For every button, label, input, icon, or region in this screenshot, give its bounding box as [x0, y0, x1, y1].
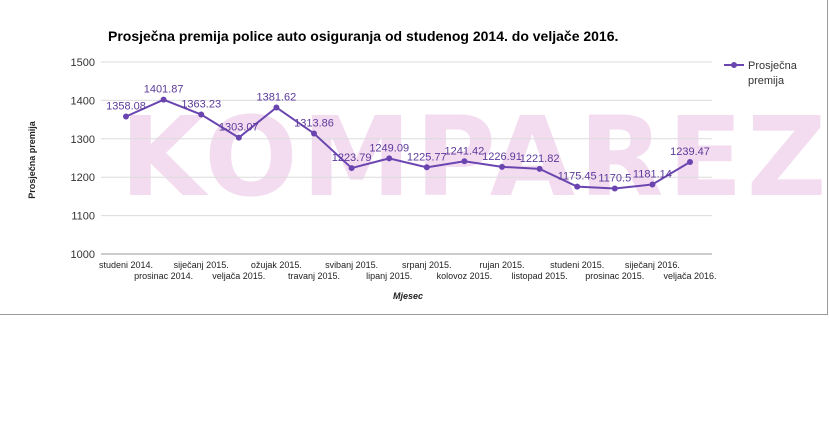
y-tick-label: 1000 [71, 249, 95, 261]
data-label: 1226.91 [482, 151, 522, 163]
data-point [423, 164, 430, 171]
data-point [574, 183, 581, 190]
legend-label-line1: Prosječna [748, 60, 798, 72]
data-point [198, 111, 205, 118]
x-tick-labels: studeni 2014.prosinac 2014.siječanj 2015… [99, 260, 717, 281]
x-tick-label: prosinac 2014. [134, 271, 193, 281]
x-tick-label: studeni 2014. [99, 260, 153, 270]
y-tick-labels: 1000 1100 1200 1300 1400 1500 [71, 57, 95, 261]
grid [101, 61, 712, 255]
data-point [160, 96, 167, 103]
data-label: 1358.08 [106, 100, 146, 112]
x-tick-label: rujan 2015. [479, 260, 524, 270]
chart-frame [0, 0, 828, 315]
data-label: 1181.14 [633, 168, 672, 180]
data-label: 1249.09 [369, 142, 409, 154]
data-label: 1239.47 [670, 146, 710, 158]
x-tick-label: lipanj 2015. [366, 271, 412, 281]
data-label: 1223.79 [332, 152, 372, 164]
series-line [125, 98, 691, 190]
data-point [273, 104, 280, 111]
data-label: 1241.42 [445, 145, 485, 157]
y-tick-label: 1400 [71, 95, 95, 107]
data-point [348, 165, 355, 172]
x-tick-label: travanj 2015. [288, 271, 340, 281]
data-point [123, 113, 129, 120]
y-tick-label: 1200 [71, 172, 95, 184]
legend: Prosječna premija [724, 60, 798, 87]
x-axis-label: Mjesec [393, 291, 423, 301]
watermark: KOMPAREZ [120, 93, 829, 221]
x-tick-label: studeni 2015. [550, 260, 604, 270]
data-label: 1175.45 [558, 171, 597, 183]
data-point [235, 134, 242, 141]
legend-marker [731, 62, 737, 68]
series-group: 1358.08 1401.87 1363.23 1303.07 1381.62 1313.… [106, 84, 710, 192]
data-point [611, 185, 618, 192]
chart-title: Prosječna premija police auto osiguranja… [108, 28, 618, 44]
data-point [386, 155, 393, 162]
x-tick-label: veljača 2016. [663, 271, 716, 281]
data-label: 1313.86 [294, 117, 334, 129]
y-tick-label: 1500 [71, 57, 95, 69]
data-label: 1303.07 [219, 122, 259, 134]
data-point [499, 163, 505, 170]
data-point [649, 181, 656, 188]
x-tick-label: siječanj 2015. [174, 260, 229, 270]
data-point [536, 165, 543, 172]
x-tick-label: listopad 2015. [512, 271, 568, 281]
data-label: 1170.5 [598, 173, 631, 185]
legend-label-line2: premija [748, 75, 785, 87]
data-point [311, 130, 317, 137]
x-tick-label: siječanj 2016. [625, 260, 680, 270]
x-tick-label: kolovoz 2015. [437, 271, 493, 281]
y-tick-label: 1300 [71, 134, 95, 146]
y-axis-label: Prosječna premija [27, 120, 37, 199]
x-tick-label: srpanj 2015. [402, 260, 452, 270]
data-label: 1363.23 [181, 99, 221, 111]
y-tick-label: 1100 [71, 211, 95, 223]
x-tick-label: svibanj 2015. [325, 260, 378, 270]
data-label: 1221.82 [520, 153, 560, 165]
data-point [461, 158, 468, 165]
x-tick-label: ožujak 2015. [251, 260, 302, 270]
data-label: 1381.62 [257, 91, 297, 103]
x-tick-label: prosinac 2015. [585, 271, 644, 281]
data-label: 1401.87 [144, 84, 184, 96]
x-tick-label: veljača 2015. [212, 271, 265, 281]
data-point [687, 159, 693, 166]
data-label: 1225.77 [407, 151, 447, 163]
